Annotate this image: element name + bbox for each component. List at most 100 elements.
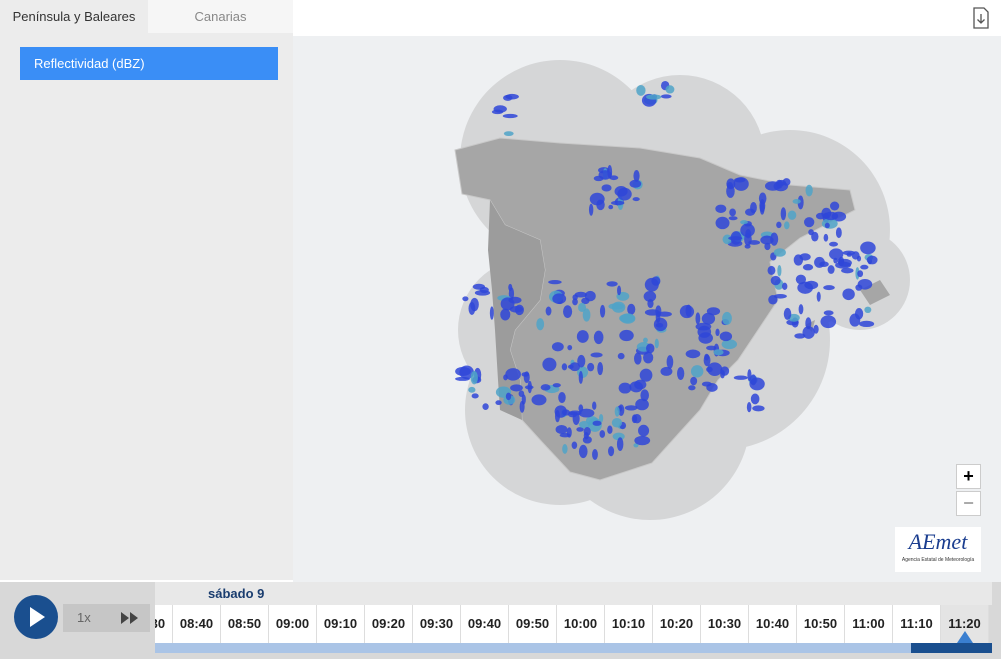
radar-echo xyxy=(462,296,469,302)
radar-echo xyxy=(856,255,862,262)
radar-echo xyxy=(554,405,567,418)
radar-echo xyxy=(618,382,632,394)
time-cell[interactable]: 10:50 xyxy=(797,605,845,643)
radar-echo xyxy=(776,221,782,229)
radar-echo xyxy=(503,94,513,101)
radar-echo xyxy=(633,443,639,448)
radar-echo xyxy=(770,275,781,286)
time-cell[interactable]: 08:50 xyxy=(221,605,269,643)
radar-echo xyxy=(540,384,551,391)
radar-echo xyxy=(685,349,701,359)
radar-echo xyxy=(864,306,872,314)
radar-echo xyxy=(592,401,597,410)
radar-echo xyxy=(561,363,568,371)
radar-echo xyxy=(598,170,612,180)
radar-echo xyxy=(719,331,733,342)
radar-echo xyxy=(470,370,478,385)
radar-echo xyxy=(472,283,486,290)
layer-button[interactable]: Reflectividad (dBZ) xyxy=(20,47,278,80)
zoom-in[interactable]: + xyxy=(956,464,981,489)
radar-echo xyxy=(459,365,474,380)
radar-echo xyxy=(773,248,786,257)
radar-echo xyxy=(804,280,819,290)
radar-echo xyxy=(646,94,662,100)
logo-name: AEmet xyxy=(908,529,968,554)
download-icon[interactable] xyxy=(970,6,992,30)
time-cell[interactable]: 09:50 xyxy=(509,605,557,643)
radar-echo xyxy=(592,420,602,426)
radar-echo xyxy=(607,425,613,434)
radar-echo xyxy=(617,285,622,296)
radar-echo xyxy=(614,406,620,417)
play-button[interactable] xyxy=(13,594,59,640)
radar-echo xyxy=(619,313,635,323)
radar-map[interactable] xyxy=(293,36,1001,582)
radar-echo xyxy=(653,317,668,332)
radar-echo xyxy=(608,303,625,310)
radar-echo xyxy=(584,290,596,302)
radar-echo xyxy=(797,195,804,210)
radar-echo xyxy=(619,329,634,342)
time-cell[interactable]: 08:40 xyxy=(173,605,221,643)
radar-echo xyxy=(563,305,573,319)
radar-echo xyxy=(576,427,584,432)
time-cell[interactable]: 08:30 xyxy=(155,605,173,643)
radar-echo xyxy=(842,288,855,301)
time-cell[interactable]: 09:00 xyxy=(269,605,317,643)
radar-echo xyxy=(780,207,787,221)
tab[interactable]: Península y Baleares xyxy=(0,0,148,33)
radar-echo xyxy=(827,265,835,274)
radar-echo xyxy=(468,386,476,393)
time-cell[interactable]: 09:20 xyxy=(365,605,413,643)
radar-echo xyxy=(721,339,738,350)
radar-echo xyxy=(701,312,716,325)
tab[interactable]: Canarias xyxy=(148,0,293,33)
radar-echo xyxy=(759,199,766,213)
radar-echo xyxy=(500,297,515,311)
radar-echo xyxy=(704,353,710,361)
speed-control[interactable]: 1x xyxy=(63,604,150,632)
time-cell[interactable]: 09:30 xyxy=(413,605,461,643)
radar-echo xyxy=(577,354,586,368)
time-cell[interactable]: 09:40 xyxy=(461,605,509,643)
radar-echo xyxy=(804,217,815,228)
radar-echo xyxy=(571,441,578,450)
time-cell[interactable]: 11:20 xyxy=(941,605,989,643)
radar-echo xyxy=(690,376,698,386)
time-cell[interactable]: 10:10 xyxy=(605,605,653,643)
radar-echo xyxy=(773,293,787,299)
zoom-out[interactable]: − xyxy=(956,491,981,516)
radar-echo xyxy=(578,371,583,384)
radar-echo xyxy=(798,304,804,315)
radar-echo xyxy=(722,311,732,325)
radar-echo xyxy=(666,355,674,369)
radar-echo xyxy=(820,315,837,329)
radar-echo xyxy=(823,310,834,316)
time-cell[interactable]: 09:10 xyxy=(317,605,365,643)
radar-echo xyxy=(720,366,730,376)
radar-echo xyxy=(643,291,657,302)
time-cell[interactable]: 10:40 xyxy=(749,605,797,643)
time-cell[interactable]: 10:30 xyxy=(701,605,749,643)
radar-echo xyxy=(587,362,595,372)
radar-echo xyxy=(639,368,653,382)
radar-echo xyxy=(802,264,814,271)
progress-fill xyxy=(911,643,992,653)
radar-echo xyxy=(523,371,530,384)
logo: AEmet Agencia Estatal de Meteorología xyxy=(895,527,981,572)
radar-echo xyxy=(618,404,625,416)
radar-echo xyxy=(576,330,589,343)
fast-forward[interactable] xyxy=(120,611,140,625)
radar-echo xyxy=(792,199,801,204)
time-cell[interactable]: 10:00 xyxy=(557,605,605,643)
radar-echo xyxy=(548,280,562,285)
radar-echo xyxy=(816,291,821,302)
radar-echo xyxy=(545,306,552,316)
time-cell[interactable]: 11:00 xyxy=(845,605,893,643)
radar-echo xyxy=(638,424,650,437)
time-cell[interactable]: 10:20 xyxy=(653,605,701,643)
radar-echo xyxy=(722,234,733,245)
radar-echo xyxy=(572,412,580,426)
radar-echo xyxy=(590,352,603,358)
time-cell[interactable]: 11:10 xyxy=(893,605,941,643)
